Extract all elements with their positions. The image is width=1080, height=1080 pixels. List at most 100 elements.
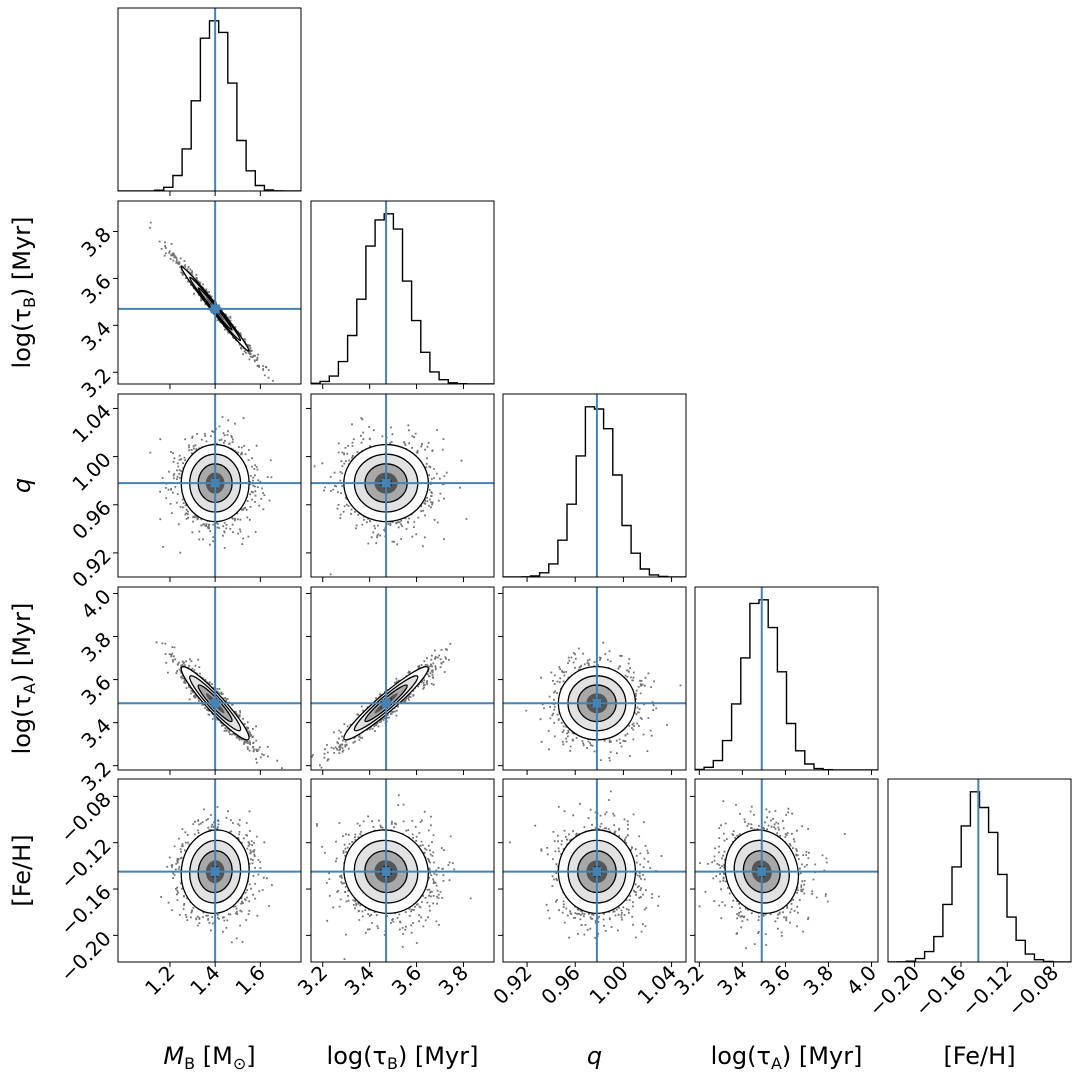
panel-ltb-ltb [310, 200, 495, 389]
panel-mb-mb [117, 7, 302, 196]
y-axis-label-feh: [Fe/H] [8, 834, 36, 906]
x-tick-label-mb: 1.2 [140, 961, 179, 1000]
panel-ltb-q [306, 393, 495, 582]
histogram-lta [695, 599, 878, 770]
truth-marker-mb-ltb [210, 304, 220, 314]
x-tick-label-mb: 1.4 [185, 961, 224, 1000]
panel-ltb-lta [306, 586, 495, 775]
y-tick-label-ltb: 3.2 [76, 363, 115, 402]
x-tick-label-ltb: 3.8 [434, 961, 473, 1000]
x-axis-label-lta: log(τA) [Myr] [711, 1042, 863, 1073]
panel-frame [310, 200, 495, 385]
panel-q-lta [498, 586, 687, 775]
contour-0-lta-feh [724, 829, 799, 915]
truth-marker-ltb-q [381, 478, 391, 488]
truth-marker-q-lta [592, 698, 602, 708]
y-tick-label-lta: 3.4 [76, 713, 115, 752]
contour-0-mb-lta [180, 666, 250, 741]
panel-lta-lta [694, 586, 879, 775]
y-tick-label-feh: −0.16 [55, 880, 115, 940]
panel-frame [117, 200, 302, 385]
x-tick-label-lta: 3.4 [712, 961, 751, 1000]
contour-2-mb-feh [197, 850, 233, 894]
panel-feh-feh [887, 778, 1072, 967]
x-tick-label-lta: 3.8 [799, 961, 838, 1000]
panel-frame [694, 778, 879, 963]
panel-q-q [502, 393, 687, 582]
contour-1-ltb-lta [353, 675, 419, 732]
panel-mb-ltb [113, 200, 302, 389]
panel-frame [310, 778, 495, 963]
panel-frame [117, 7, 302, 192]
histogram-mb [118, 20, 301, 191]
y-axis-label-ltb: log(τB) [Myr] [8, 217, 39, 369]
x-tick-label-feh: −0.08 [1003, 961, 1063, 1021]
contour-0-ltb-lta [343, 666, 429, 741]
truth-marker-q-feh [592, 867, 602, 877]
y-tick-label-ltb: 3.8 [76, 222, 115, 261]
truth-marker-mb-lta [210, 698, 220, 708]
panel-ltb-feh [306, 778, 495, 967]
panel-frame [887, 778, 1072, 963]
x-axis-label-ltb: log(τB) [Myr] [327, 1042, 479, 1073]
x-axis-label-q: q [587, 1042, 602, 1070]
x-tick-label-lta: 3.6 [755, 961, 794, 1000]
contour-1-ltb-feh [353, 839, 419, 904]
panel-frame [310, 586, 495, 771]
truth-marker-ltb-feh [381, 867, 391, 877]
contour-0-mb-feh [180, 829, 250, 915]
y-tick-label-ltb: 3.6 [76, 269, 115, 308]
y-tick-label-q: 0.92 [67, 544, 115, 592]
x-tick-label-q: 1.00 [584, 961, 632, 1009]
panel-mb-feh [113, 778, 302, 967]
x-tick-label-feh: −0.12 [957, 961, 1017, 1021]
y-tick-label-q: 0.96 [67, 496, 115, 544]
y-tick-label-feh: −0.08 [55, 787, 115, 847]
x-tick-label-q: 0.92 [488, 961, 536, 1009]
y-tick-label-q: 1.04 [67, 399, 115, 447]
y-tick-label-ltb: 3.4 [76, 316, 115, 355]
y-tick-label-lta: 3.6 [76, 670, 115, 709]
scatter-ltb-feh [316, 794, 472, 960]
panel-frame [502, 778, 687, 963]
panel-frame [502, 586, 687, 771]
panel-frame [117, 778, 302, 963]
histogram-q [503, 406, 686, 577]
contour-2-lta-feh [742, 850, 781, 894]
y-tick-label-feh: −0.12 [55, 834, 115, 894]
panel-frame [694, 586, 879, 771]
x-tick-label-mb: 1.6 [230, 961, 269, 1000]
contour-1-lta-feh [733, 839, 790, 904]
x-tick-label-feh: −0.16 [910, 961, 970, 1021]
y-tick-label-lta: 3.8 [76, 627, 115, 666]
contour-1-mb-feh [189, 839, 242, 904]
histogram-ltb [311, 213, 494, 384]
x-axis-label-feh: [Fe/H] [943, 1042, 1015, 1070]
x-axis-label-mb: MB [M⊙] [163, 1042, 255, 1073]
truth-marker-ltb-lta [381, 698, 391, 708]
x-tick-label-ltb: 3.6 [387, 961, 426, 1000]
y-tick-label-feh: −0.20 [55, 926, 115, 986]
truth-marker-mb-q [210, 478, 220, 488]
contour-0-ltb-feh [343, 829, 429, 915]
histogram-feh [888, 791, 1071, 962]
panel-frame [310, 393, 495, 578]
truth-marker-mb-feh [210, 867, 220, 877]
x-tick-label-ltb: 3.2 [293, 961, 332, 1000]
x-tick-label-lta: 3.2 [669, 961, 708, 1000]
x-tick-label-q: 0.96 [536, 961, 584, 1009]
y-axis-label-q: q [8, 478, 36, 493]
panel-frame [117, 586, 302, 771]
contour-1-mb-lta [189, 675, 242, 732]
panel-q-feh [498, 778, 687, 967]
truth-marker-lta-feh [757, 867, 767, 877]
x-tick-label-ltb: 3.4 [340, 961, 379, 1000]
contour-2-ltb-feh [364, 850, 408, 894]
panel-frame [117, 393, 302, 578]
y-axis-label-lta: log(τA) [Myr] [8, 603, 39, 755]
y-tick-label-q: 1.00 [67, 447, 115, 495]
panel-frame [502, 393, 687, 578]
panel-mb-q [113, 393, 302, 582]
panel-mb-lta [113, 586, 302, 775]
